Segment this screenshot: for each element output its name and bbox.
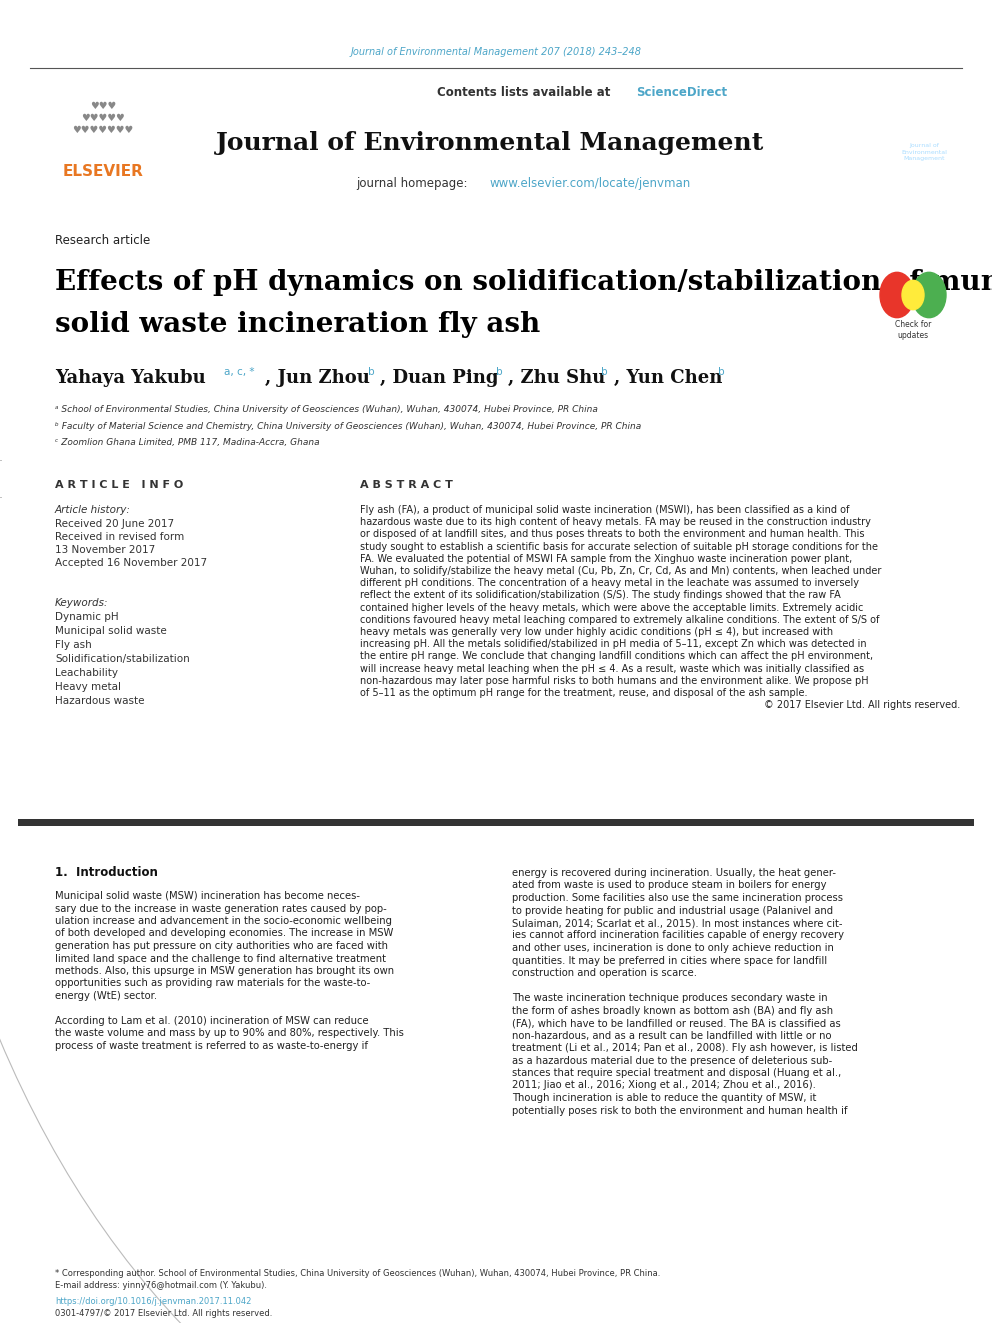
Text: b: b: [496, 366, 503, 377]
Text: solid waste incineration fly ash: solid waste incineration fly ash: [55, 311, 541, 339]
Text: https://doi.org/10.1016/j.jenvman.2017.11.042: https://doi.org/10.1016/j.jenvman.2017.1…: [55, 1297, 251, 1306]
Text: Journal of Environmental Management: Journal of Environmental Management: [216, 131, 764, 155]
Text: potentially poses risk to both the environment and human health if: potentially poses risk to both the envir…: [512, 1106, 847, 1115]
Text: of both developed and developing economies. The increase in MSW: of both developed and developing economi…: [55, 929, 394, 938]
Text: treatment (Li et al., 2014; Pan et al., 2008). Fly ash however, is listed: treatment (Li et al., 2014; Pan et al., …: [512, 1043, 858, 1053]
Text: , Yun Chen: , Yun Chen: [614, 369, 722, 388]
Text: methods. Also, this upsurge in MSW generation has brought its own: methods. Also, this upsurge in MSW gener…: [55, 966, 394, 976]
Text: 1.  Introduction: 1. Introduction: [55, 867, 158, 880]
Text: opportunities such as providing raw materials for the waste-to-: opportunities such as providing raw mate…: [55, 979, 370, 988]
Text: ated from waste is used to produce steam in boilers for energy: ated from waste is used to produce steam…: [512, 881, 826, 890]
Text: a, c, *: a, c, *: [224, 366, 255, 377]
Text: Check for
updates: Check for updates: [895, 320, 931, 340]
Text: energy is recovered during incineration. Usually, the heat gener-: energy is recovered during incineration.…: [512, 868, 836, 878]
Text: Effects of pH dynamics on solidification/stabilization of municipal: Effects of pH dynamics on solidification…: [55, 270, 992, 296]
Text: Yahaya Yakubu: Yahaya Yakubu: [55, 369, 205, 388]
Text: Dynamic pH: Dynamic pH: [55, 613, 119, 622]
Text: the waste volume and mass by up to 90% and 80%, respectively. This: the waste volume and mass by up to 90% a…: [55, 1028, 404, 1039]
Text: © 2017 Elsevier Ltd. All rights reserved.: © 2017 Elsevier Ltd. All rights reserved…: [764, 700, 960, 710]
Text: Keywords:: Keywords:: [55, 598, 108, 609]
Text: ᵇ Faculty of Material Science and Chemistry, China University of Geosciences (Wu: ᵇ Faculty of Material Science and Chemis…: [55, 422, 641, 430]
Text: journal homepage:: journal homepage:: [356, 176, 471, 189]
Text: According to Lam et al. (2010) incineration of MSW can reduce: According to Lam et al. (2010) incinerat…: [55, 1016, 369, 1027]
Text: Municipal solid waste: Municipal solid waste: [55, 626, 167, 636]
Text: b: b: [718, 366, 724, 377]
Text: ScienceDirect: ScienceDirect: [636, 86, 727, 99]
Text: quantities. It may be preferred in cities where space for landfill: quantities. It may be preferred in citie…: [512, 955, 827, 966]
Text: the form of ashes broadly known as bottom ash (BA) and fly ash: the form of ashes broadly known as botto…: [512, 1005, 833, 1016]
Text: to provide heating for public and industrial usage (Palanivel and: to provide heating for public and indust…: [512, 905, 833, 916]
Text: generation has put pressure on city authorities who are faced with: generation has put pressure on city auth…: [55, 941, 388, 951]
Text: reflect the extent of its solidification/stabilization (S/S). The study findings: reflect the extent of its solidification…: [360, 590, 841, 601]
FancyBboxPatch shape: [18, 194, 974, 205]
Text: Heavy metal: Heavy metal: [55, 681, 121, 692]
Text: Fly ash: Fly ash: [55, 640, 91, 650]
FancyBboxPatch shape: [873, 67, 974, 95]
Circle shape: [880, 273, 914, 318]
Circle shape: [902, 280, 924, 310]
Text: Municipal solid waste (MSW) incineration has become neces-: Municipal solid waste (MSW) incineration…: [55, 890, 360, 901]
Text: or disposed of at landfill sites, and thus poses threats to both the environment: or disposed of at landfill sites, and th…: [360, 529, 864, 540]
Text: Sulaiman, 2014; Scarlat et al., 2015). In most instances where cit-: Sulaiman, 2014; Scarlat et al., 2015). I…: [512, 918, 842, 927]
Circle shape: [912, 273, 946, 318]
Text: E-mail address: yinny76@hotmail.com (Y. Yakubu).: E-mail address: yinny76@hotmail.com (Y. …: [55, 1281, 267, 1290]
Text: Research article: Research article: [55, 233, 150, 246]
Text: will increase heavy metal leaching when the pH ≤ 4. As a result, waste which was: will increase heavy metal leaching when …: [360, 664, 864, 673]
Text: Wuhan, to solidify/stabilize the heavy metal (Cu, Pb, Zn, Cr, Cd, As and Mn) con: Wuhan, to solidify/stabilize the heavy m…: [360, 566, 881, 576]
Text: Hazardous waste: Hazardous waste: [55, 696, 145, 706]
Text: Received 20 June 2017: Received 20 June 2017: [55, 519, 175, 529]
Text: ᶜ Zoomlion Ghana Limited, PMB 117, Madina-Accra, Ghana: ᶜ Zoomlion Ghana Limited, PMB 117, Madin…: [55, 438, 319, 446]
Text: non-hazardous, and as a result can be landfilled with little or no: non-hazardous, and as a result can be la…: [512, 1031, 831, 1040]
Text: Received in revised form: Received in revised form: [55, 532, 185, 542]
Text: Article history:: Article history:: [55, 505, 131, 515]
Text: b: b: [601, 366, 608, 377]
Text: Contents lists available at: Contents lists available at: [437, 86, 614, 99]
Text: www.elsevier.com/locate/jenvman: www.elsevier.com/locate/jenvman: [490, 176, 691, 189]
Text: 13 November 2017: 13 November 2017: [55, 545, 156, 556]
Text: Fly ash (FA), a product of municipal solid waste incineration (MSWI), has been c: Fly ash (FA), a product of municipal sol…: [360, 505, 849, 515]
Text: ♥♥♥
♥♥♥♥♥
♥♥♥♥♥♥♥: ♥♥♥ ♥♥♥♥♥ ♥♥♥♥♥♥♥: [72, 102, 134, 135]
Text: Solidification/stabilization: Solidification/stabilization: [55, 654, 189, 664]
Text: the entire pH range. We conclude that changing landfill conditions which can aff: the entire pH range. We conclude that ch…: [360, 651, 873, 662]
Text: Journal of Environmental Management 207 (2018) 243–248: Journal of Environmental Management 207 …: [350, 48, 642, 57]
Text: Accepted 16 November 2017: Accepted 16 November 2017: [55, 558, 207, 568]
Text: , Zhu Shu: , Zhu Shu: [508, 369, 605, 388]
Text: stances that require special treatment and disposal (Huang et al.,: stances that require special treatment a…: [512, 1068, 841, 1078]
Text: The waste incineration technique produces secondary waste in: The waste incineration technique produce…: [512, 994, 827, 1003]
Text: b: b: [368, 366, 375, 377]
Text: Leachability: Leachability: [55, 668, 118, 677]
Text: heavy metals was generally very low under highly acidic conditions (pH ≤ 4), but: heavy metals was generally very low unde…: [360, 627, 833, 636]
Text: A R T I C L E   I N F O: A R T I C L E I N F O: [55, 480, 184, 490]
Text: ᵃ School of Environmental Studies, China University of Geosciences (Wuhan), Wuha: ᵃ School of Environmental Studies, China…: [55, 406, 598, 414]
Text: ies cannot afford incineration facilities capable of energy recovery: ies cannot afford incineration facilitie…: [512, 930, 844, 941]
Text: contained higher levels of the heavy metals, which were above the acceptable lim: contained higher levels of the heavy met…: [360, 602, 863, 613]
Text: 2011; Jiao et al., 2016; Xiong et al., 2014; Zhou et al., 2016).: 2011; Jiao et al., 2016; Xiong et al., 2…: [512, 1081, 815, 1090]
Text: process of waste treatment is referred to as waste-to-energy if: process of waste treatment is referred t…: [55, 1041, 368, 1050]
Text: and other uses, incineration is done to only achieve reduction in: and other uses, incineration is done to …: [512, 943, 834, 953]
Text: Though incineration is able to reduce the quantity of MSW, it: Though incineration is able to reduce th…: [512, 1093, 816, 1103]
Text: * Corresponding author. School of Environmental Studies, China University of Geo: * Corresponding author. School of Enviro…: [55, 1269, 661, 1278]
FancyBboxPatch shape: [873, 67, 974, 200]
FancyBboxPatch shape: [18, 819, 974, 826]
Text: energy (WtE) sector.: energy (WtE) sector.: [55, 991, 157, 1002]
Text: ELSEVIER: ELSEVIER: [62, 164, 144, 180]
Text: conditions favoured heavy metal leaching compared to extremely alkaline conditio: conditions favoured heavy metal leaching…: [360, 615, 879, 624]
Text: ulation increase and advancement in the socio-economic wellbeing: ulation increase and advancement in the …: [55, 916, 392, 926]
Text: of 5–11 as the optimum pH range for the treatment, reuse, and disposal of the as: of 5–11 as the optimum pH range for the …: [360, 688, 807, 699]
Text: limited land space and the challenge to find alternative treatment: limited land space and the challenge to …: [55, 954, 386, 963]
Text: study sought to establish a scientific basis for accurate selection of suitable : study sought to establish a scientific b…: [360, 541, 878, 552]
Text: sary due to the increase in waste generation rates caused by pop-: sary due to the increase in waste genera…: [55, 904, 387, 913]
Text: 0301-4797/© 2017 Elsevier Ltd. All rights reserved.: 0301-4797/© 2017 Elsevier Ltd. All right…: [55, 1308, 273, 1318]
Text: increasing pH. All the metals solidified/stabilized in pH media of 5–11, except : increasing pH. All the metals solidified…: [360, 639, 867, 650]
Text: different pH conditions. The concentration of a heavy metal in the leachate was : different pH conditions. The concentrati…: [360, 578, 859, 589]
Text: production. Some facilities also use the same incineration process: production. Some facilities also use the…: [512, 893, 843, 904]
Text: non-hazardous may later pose harmful risks to both humans and the environment al: non-hazardous may later pose harmful ris…: [360, 676, 869, 685]
Text: construction and operation is scarce.: construction and operation is scarce.: [512, 968, 697, 978]
Text: A B S T R A C T: A B S T R A C T: [360, 480, 453, 490]
Text: as a hazardous material due to the presence of deleterious sub-: as a hazardous material due to the prese…: [512, 1056, 832, 1065]
Text: , Duan Ping: , Duan Ping: [380, 369, 499, 388]
Text: FA. We evaluated the potential of MSWI FA sample from the Xinghuo waste incinera: FA. We evaluated the potential of MSWI F…: [360, 554, 852, 564]
FancyBboxPatch shape: [18, 67, 873, 200]
Text: , Jun Zhou: , Jun Zhou: [265, 369, 370, 388]
